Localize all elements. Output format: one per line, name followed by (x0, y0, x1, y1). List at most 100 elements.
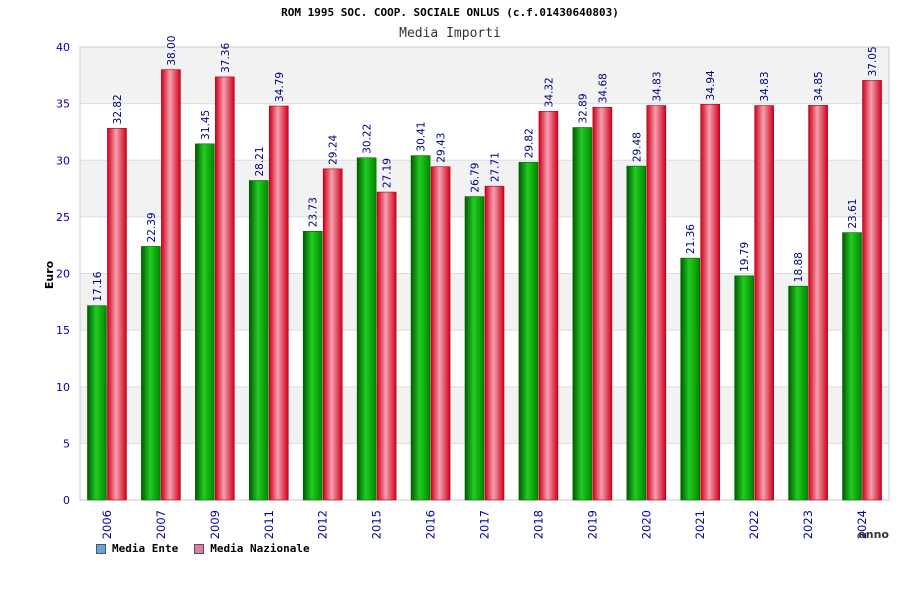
data-label: 38.00 (166, 36, 178, 66)
bar-media-nazionale-2023 (808, 105, 828, 501)
data-label: 34.68 (597, 73, 609, 103)
bar-media-nazionale-2015 (376, 191, 397, 501)
x-tick-label: 2020 (639, 510, 653, 539)
x-tick-label: 2021 (693, 510, 707, 539)
legend-label-media-nazionale: Media Nazionale (210, 542, 310, 555)
bar-media-ente-2011 (248, 180, 269, 501)
data-label: 29.48 (631, 132, 643, 162)
x-tick-label: 2006 (100, 510, 114, 539)
grid-band (80, 273, 889, 331)
data-label: 19.79 (739, 242, 751, 272)
y-tick-label: 5 (63, 437, 70, 450)
y-tick-label: 15 (56, 324, 70, 337)
bar-media-nazionale-2022 (754, 105, 774, 501)
data-label: 17.16 (92, 271, 104, 301)
bar-media-ente-2006 (87, 305, 107, 501)
y-axis-label: Euro (43, 260, 56, 289)
bar-media-ente-2018 (518, 161, 539, 501)
bar-media-ente-2020 (626, 165, 647, 501)
data-label: 30.41 (416, 122, 428, 152)
bar-media-ente-2023 (788, 285, 808, 501)
legend-item-media-nazionale: Media Nazionale (194, 542, 310, 555)
data-label: 34.83 (651, 71, 663, 101)
data-label: 32.82 (112, 94, 124, 124)
chart-subtitle: Media Importi (399, 26, 501, 41)
plot-border (79, 46, 890, 501)
bar-media-ente-2022 (734, 275, 754, 501)
data-label: 34.94 (705, 70, 717, 100)
bar-media-ente-2024 (842, 232, 862, 501)
legend-swatch-media-nazionale (194, 543, 205, 554)
data-label: 27.19 (382, 158, 394, 188)
y-tick-label: 35 (56, 98, 70, 111)
x-tick-label: 2018 (531, 510, 545, 539)
x-tick-label: 2019 (585, 510, 599, 539)
bar-media-nazionale-2011 (268, 105, 289, 501)
bar-media-nazionale-2017 (484, 185, 505, 501)
data-label: 18.88 (793, 252, 805, 282)
x-tick-label: 2022 (747, 510, 761, 539)
x-tick-label: 2024 (855, 510, 869, 539)
bar-media-ente-2007 (141, 246, 161, 501)
grid-band (80, 386, 889, 444)
data-label: 23.61 (847, 199, 859, 229)
data-label: 29.24 (328, 134, 340, 164)
bar-media-ente-2016 (410, 155, 431, 501)
data-label: 34.85 (813, 71, 825, 101)
y-tick-label: 30 (56, 154, 70, 167)
x-tick-label: 2017 (478, 510, 492, 539)
data-label: 32.89 (577, 93, 589, 123)
bar-media-ente-2009 (195, 143, 215, 501)
data-label: 34.83 (759, 71, 771, 101)
data-label: 29.43 (436, 133, 448, 163)
data-label: 23.73 (308, 197, 320, 227)
bar-media-nazionale-2020 (646, 105, 667, 501)
x-tick-label: 2009 (208, 510, 222, 539)
bar-media-ente-2015 (356, 157, 377, 501)
bar-media-nazionale-2006 (107, 128, 127, 501)
chart-title: ROM 1995 SOC. COOP. SOCIALE ONLUS (c.f.0… (281, 6, 619, 19)
bar-media-ente-2012 (302, 230, 323, 501)
bar-media-ente-2019 (572, 127, 593, 501)
data-label: 27.71 (490, 152, 502, 182)
y-tick-label: 0 (63, 494, 70, 507)
data-label: 37.36 (220, 43, 232, 73)
bar-media-nazionale-2018 (538, 111, 559, 501)
bar-media-nazionale-2016 (430, 166, 451, 501)
bar-media-nazionale-2024 (862, 80, 882, 501)
bar-media-ente-2021 (680, 257, 701, 501)
legend: Media Ente Media Nazionale (96, 542, 310, 555)
x-tick-label: 2012 (316, 510, 330, 539)
x-tick-label: 2007 (154, 510, 168, 539)
legend-item-media-ente: Media Ente (96, 542, 178, 555)
data-label: 34.32 (543, 77, 555, 107)
bar-media-nazionale-2007 (161, 69, 181, 501)
x-tick-label: 2011 (262, 510, 276, 539)
x-tick-label: 2016 (424, 510, 438, 539)
data-label: 30.22 (362, 124, 374, 154)
data-label: 37.05 (867, 46, 879, 76)
data-label: 26.79 (470, 163, 482, 193)
x-tick-label: 2015 (370, 510, 384, 539)
y-tick-label: 20 (56, 268, 70, 281)
data-label: 21.36 (685, 224, 697, 254)
bar-media-ente-2017 (464, 196, 485, 501)
grid-band (80, 160, 889, 217)
x-tick-label: 2023 (801, 510, 815, 539)
data-label: 31.45 (200, 110, 212, 140)
bar-media-nazionale-2019 (592, 106, 613, 501)
y-tick-label: 10 (56, 381, 70, 394)
bar-media-nazionale-2009 (215, 76, 235, 501)
legend-label-media-ente: Media Ente (112, 542, 179, 555)
grid-band (80, 47, 889, 104)
y-tick-label: 40 (56, 41, 70, 54)
bar-media-nazionale-2012 (322, 168, 343, 501)
data-label: 34.79 (274, 72, 286, 102)
data-label: 28.21 (254, 146, 266, 176)
data-label: 22.39 (146, 212, 158, 242)
legend-swatch-media-ente (96, 543, 106, 554)
y-tick-label: 25 (56, 211, 70, 224)
data-label: 29.82 (523, 128, 535, 158)
